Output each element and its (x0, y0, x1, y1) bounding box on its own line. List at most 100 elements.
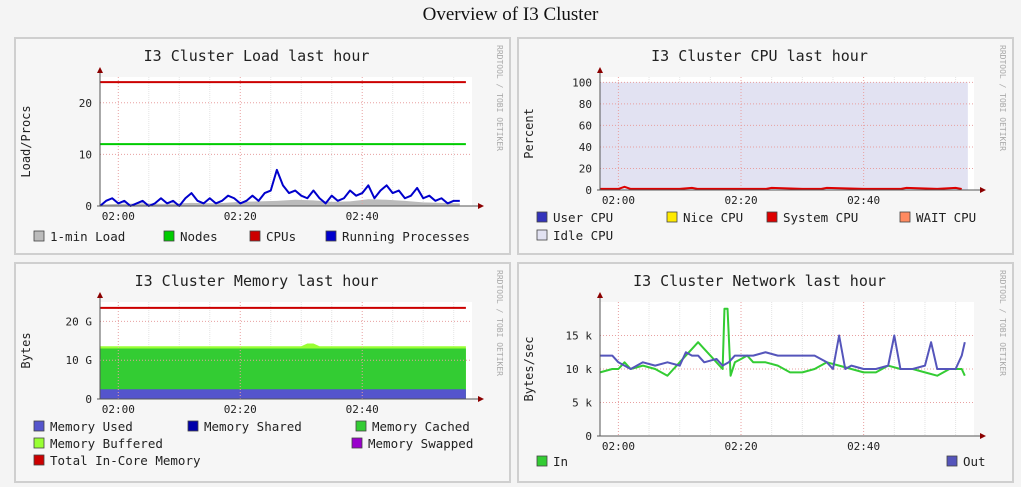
legend-swatch (33, 454, 45, 466)
cpu-chart: I3 Cluster CPU last hour RRDTOOL / TOBI O… (522, 45, 1007, 243)
legend-swatch (766, 211, 778, 223)
rrdtool-watermark: RRDTOOL / TOBI OETIKER (998, 45, 1007, 151)
legend-swatch (325, 230, 337, 242)
y-axis-label: Load/Procs (19, 105, 33, 177)
legend-label: Running Processes (342, 229, 470, 244)
series-system-cpu-line (600, 185, 962, 190)
y-axis-arrow (97, 67, 103, 73)
load-chart: I3 Cluster Load last hour RRDTOOL / TOBI … (19, 45, 504, 244)
x-axis-arrow (980, 187, 986, 193)
legend-label: CPUs (266, 229, 296, 244)
y-tick-label: 15 k (566, 330, 593, 343)
plot-area (100, 77, 472, 206)
legend-swatch (249, 230, 261, 242)
y-axis-label: Percent (522, 108, 536, 159)
x-tick-label: 02:00 (102, 210, 135, 223)
y-tick-label: 0 (85, 393, 92, 406)
series-in-line (599, 307, 966, 377)
network-graph-panel: I3 Cluster Network last hour RRDTOOL / TO… (517, 262, 1014, 483)
y-tick-label: 0 (85, 200, 92, 213)
legend-label: Memory Cached (372, 419, 470, 434)
legend-swatch (536, 211, 548, 223)
rrdtool-watermark: RRDTOOL / TOBI OETIKER (495, 270, 504, 376)
legend-swatch (187, 420, 199, 432)
legend-label: Total In-Core Memory (50, 453, 201, 468)
y-tick-label: 20 (579, 162, 592, 175)
x-tick-label: 02:20 (224, 210, 257, 223)
legend-label: Idle CPU (553, 228, 613, 243)
chart-title: I3 Cluster Memory last hour (135, 272, 379, 290)
x-tick-label: 02:40 (847, 194, 880, 207)
chart-title: I3 Cluster CPU last hour (651, 47, 868, 65)
y-tick-label: 10 (79, 148, 92, 161)
x-tick-label: 02:20 (724, 440, 757, 453)
y-axis-arrow (597, 67, 603, 73)
load-graph-panel: I3 Cluster Load last hour RRDTOOL / TOBI … (14, 37, 511, 255)
legend-swatch (946, 455, 958, 467)
legend-swatch (33, 420, 45, 432)
y-tick-label: 0 (585, 184, 592, 197)
y-tick-label: 10 G (66, 354, 93, 367)
y-tick-label: 80 (579, 98, 592, 111)
legend-label: WAIT CPU (916, 210, 976, 225)
legend-swatch (899, 211, 911, 223)
legend-swatch (536, 229, 548, 241)
y-tick-label: 10 k (566, 363, 593, 376)
legend-swatch (536, 455, 548, 467)
y-tick-label: 20 G (66, 315, 93, 328)
series-running-processes-line (99, 168, 460, 207)
legend-swatch (33, 437, 45, 449)
legend-swatch (351, 437, 363, 449)
cpu-graph-panel: I3 Cluster CPU last hour RRDTOOL / TOBI O… (517, 37, 1014, 255)
legend-swatch (163, 230, 175, 242)
x-tick-label: 02:40 (346, 210, 379, 223)
x-tick-label: 02:00 (102, 403, 135, 416)
legend-label: User CPU (553, 210, 613, 225)
y-tick-label: 40 (579, 141, 592, 154)
x-axis-arrow (478, 203, 484, 209)
chart-title: I3 Cluster Load last hour (144, 47, 370, 65)
memory-graph-panel: I3 Cluster Memory last hour RRDTOOL / TOB… (14, 262, 511, 483)
series-memory-cached-area (100, 348, 466, 399)
x-tick-label: 02:00 (602, 440, 635, 453)
network-chart: I3 Cluster Network last hour RRDTOOL / TO… (522, 270, 1007, 469)
y-axis-arrow (97, 292, 103, 298)
x-tick-label: 02:20 (724, 194, 757, 207)
x-tick-label: 02:40 (847, 440, 880, 453)
x-axis-arrow (478, 396, 484, 402)
y-axis-label: Bytes (19, 332, 33, 368)
memory-chart: I3 Cluster Memory last hour RRDTOOL / TOB… (19, 270, 504, 468)
series-1-min-load-area (100, 199, 460, 206)
x-axis-arrow (980, 433, 986, 439)
x-tick-label: 02:00 (602, 194, 635, 207)
y-tick-label: 20 (79, 97, 92, 110)
legend-label: 1-min Load (50, 229, 125, 244)
series-memory-used-area (100, 389, 466, 399)
legend-label: System CPU (783, 210, 858, 225)
legend-swatch (33, 230, 45, 242)
legend-label: Memory Buffered (50, 436, 163, 451)
legend-label: In (553, 454, 568, 469)
legend-label: Nodes (180, 229, 218, 244)
y-axis-label: Bytes/sec (522, 336, 536, 401)
y-tick-label: 0 (585, 430, 592, 443)
series-out-line (600, 334, 966, 370)
series-idle-cpu-area (600, 82, 968, 190)
x-tick-label: 02:40 (346, 403, 379, 416)
legend-label: Nice CPU (683, 210, 743, 225)
legend-label: Memory Swapped (368, 436, 473, 451)
y-tick-label: 100 (572, 76, 592, 89)
legend-swatch (355, 420, 367, 432)
y-tick-label: 5 k (572, 397, 592, 410)
rrdtool-watermark: RRDTOOL / TOBI OETIKER (495, 45, 504, 151)
x-tick-label: 02:20 (224, 403, 257, 416)
y-tick-label: 60 (579, 119, 592, 132)
chart-title: I3 Cluster Network last hour (633, 272, 886, 290)
y-axis-arrow (597, 292, 603, 298)
legend-label: Memory Shared (204, 419, 302, 434)
legend-label: Out (963, 454, 986, 469)
rrdtool-watermark: RRDTOOL / TOBI OETIKER (998, 270, 1007, 376)
legend-label: Memory Used (50, 419, 133, 434)
legend-swatch (666, 211, 678, 223)
page-title: Overview of I3 Cluster (422, 4, 599, 25)
